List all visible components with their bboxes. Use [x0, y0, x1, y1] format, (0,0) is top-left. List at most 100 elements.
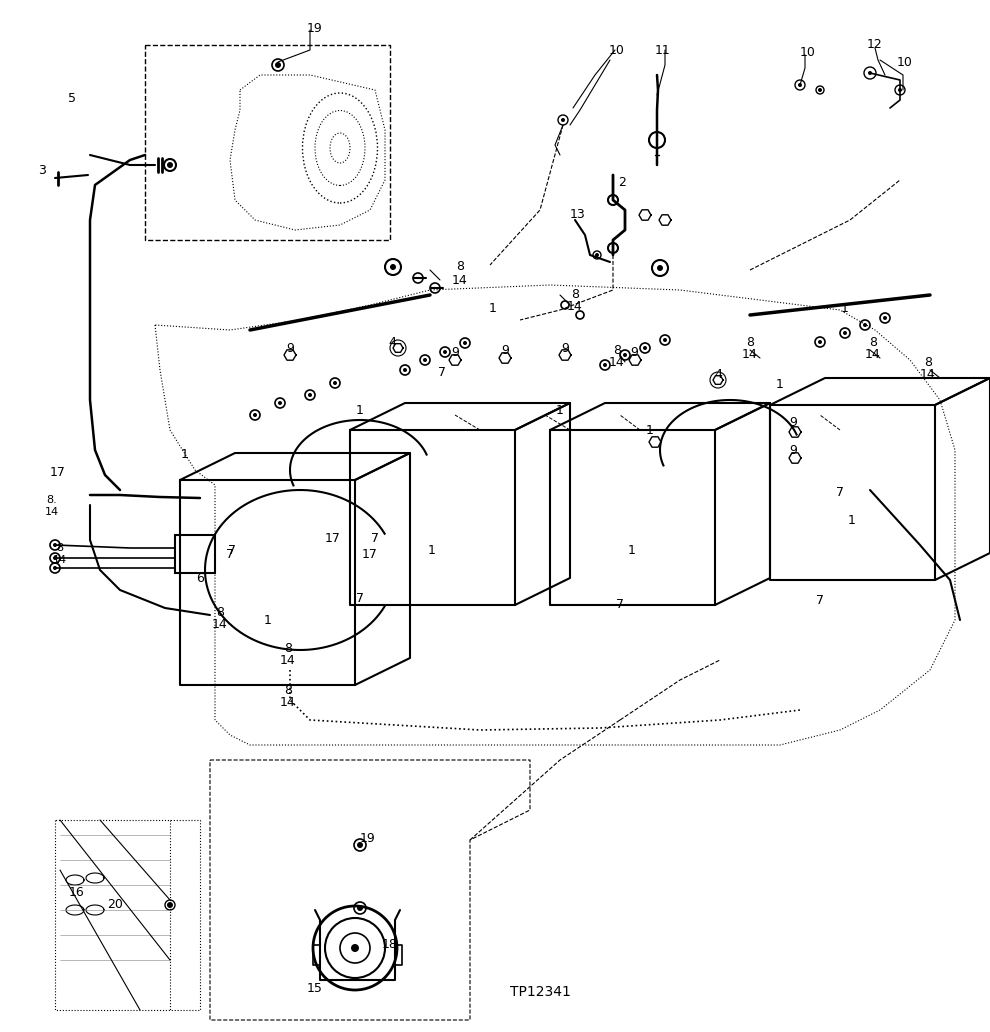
Circle shape — [357, 905, 363, 911]
Text: 12: 12 — [867, 38, 883, 52]
Text: 19: 19 — [360, 832, 376, 844]
Text: 14: 14 — [45, 507, 59, 517]
Text: 19: 19 — [307, 22, 323, 34]
Text: 8: 8 — [284, 642, 292, 654]
Text: 3: 3 — [38, 163, 46, 176]
Circle shape — [53, 543, 57, 547]
Bar — [175, 535, 215, 573]
Text: TP12341: TP12341 — [510, 985, 570, 999]
Text: 1: 1 — [776, 379, 784, 391]
Circle shape — [818, 88, 822, 92]
Circle shape — [843, 331, 847, 335]
Text: 1: 1 — [181, 449, 189, 461]
Text: 14: 14 — [567, 300, 583, 314]
Text: 7: 7 — [226, 548, 234, 561]
Text: 4: 4 — [714, 368, 722, 382]
Text: 2: 2 — [618, 175, 626, 189]
Text: 7: 7 — [356, 591, 364, 605]
Text: 1: 1 — [489, 301, 497, 315]
Text: 9: 9 — [561, 342, 569, 355]
Text: 8.: 8. — [47, 495, 57, 505]
Text: 16: 16 — [69, 886, 85, 900]
Text: 1: 1 — [628, 544, 636, 556]
Circle shape — [603, 363, 607, 367]
Circle shape — [623, 353, 627, 357]
Text: 18: 18 — [382, 938, 398, 952]
Text: 13: 13 — [570, 208, 586, 222]
Circle shape — [351, 944, 359, 952]
Text: 14: 14 — [452, 273, 468, 287]
Circle shape — [423, 358, 427, 362]
Text: 6: 6 — [196, 572, 204, 584]
Circle shape — [308, 393, 312, 397]
Circle shape — [253, 413, 257, 417]
Text: 9: 9 — [501, 344, 509, 356]
Text: 9: 9 — [789, 416, 797, 428]
Circle shape — [403, 368, 407, 372]
Text: 1: 1 — [646, 423, 654, 437]
Text: 8: 8 — [456, 260, 464, 273]
Circle shape — [278, 401, 282, 405]
Text: 11: 11 — [655, 43, 671, 57]
Text: 8: 8 — [56, 543, 63, 553]
Text: 8: 8 — [746, 336, 754, 350]
Text: 1: 1 — [264, 613, 272, 626]
Text: 9: 9 — [286, 342, 294, 355]
Text: 14: 14 — [742, 349, 758, 361]
Text: 7: 7 — [438, 365, 446, 379]
Circle shape — [643, 346, 647, 350]
Text: 4: 4 — [388, 335, 396, 349]
Text: 17: 17 — [50, 466, 66, 480]
Circle shape — [167, 902, 173, 908]
Circle shape — [53, 566, 57, 570]
Circle shape — [167, 162, 173, 168]
Circle shape — [443, 350, 447, 354]
Circle shape — [868, 71, 872, 75]
Circle shape — [898, 88, 902, 92]
Text: 1: 1 — [556, 404, 564, 417]
Circle shape — [595, 253, 599, 257]
Text: 14: 14 — [865, 349, 881, 361]
Circle shape — [390, 264, 396, 270]
Text: 8: 8 — [869, 336, 877, 350]
Text: 1: 1 — [848, 514, 856, 526]
Text: 14: 14 — [212, 617, 228, 631]
Circle shape — [883, 316, 887, 320]
Circle shape — [463, 341, 467, 345]
Text: 9: 9 — [630, 346, 638, 358]
Text: 8: 8 — [924, 356, 932, 369]
Text: 20: 20 — [107, 899, 123, 911]
Circle shape — [357, 842, 363, 848]
Text: 7: 7 — [836, 485, 844, 498]
Circle shape — [275, 62, 281, 68]
Text: 15: 15 — [307, 981, 323, 995]
Text: 14: 14 — [280, 696, 296, 709]
Text: 10: 10 — [609, 43, 625, 57]
Circle shape — [818, 340, 822, 344]
Text: 8: 8 — [216, 606, 224, 618]
Text: 17: 17 — [362, 548, 378, 561]
Circle shape — [657, 265, 663, 271]
Text: 7: 7 — [816, 593, 824, 607]
Text: 10: 10 — [897, 56, 913, 68]
Text: 7: 7 — [228, 544, 236, 556]
Circle shape — [53, 556, 57, 560]
Text: 7: 7 — [616, 599, 624, 612]
Text: 8: 8 — [613, 344, 621, 356]
Text: 1: 1 — [428, 544, 436, 556]
Text: 5: 5 — [68, 92, 76, 104]
Text: 14: 14 — [609, 355, 625, 368]
Text: 1: 1 — [356, 404, 364, 417]
Circle shape — [561, 118, 565, 122]
Text: 9: 9 — [451, 346, 459, 358]
Text: 14: 14 — [280, 653, 296, 667]
Text: 17: 17 — [325, 531, 341, 545]
Circle shape — [333, 381, 337, 385]
Text: 14: 14 — [52, 555, 67, 565]
Text: 14: 14 — [920, 368, 936, 382]
Text: 9: 9 — [789, 444, 797, 456]
Text: 8: 8 — [571, 289, 579, 301]
Text: 8: 8 — [284, 683, 292, 697]
Text: 1: 1 — [842, 301, 849, 315]
Circle shape — [863, 323, 867, 327]
